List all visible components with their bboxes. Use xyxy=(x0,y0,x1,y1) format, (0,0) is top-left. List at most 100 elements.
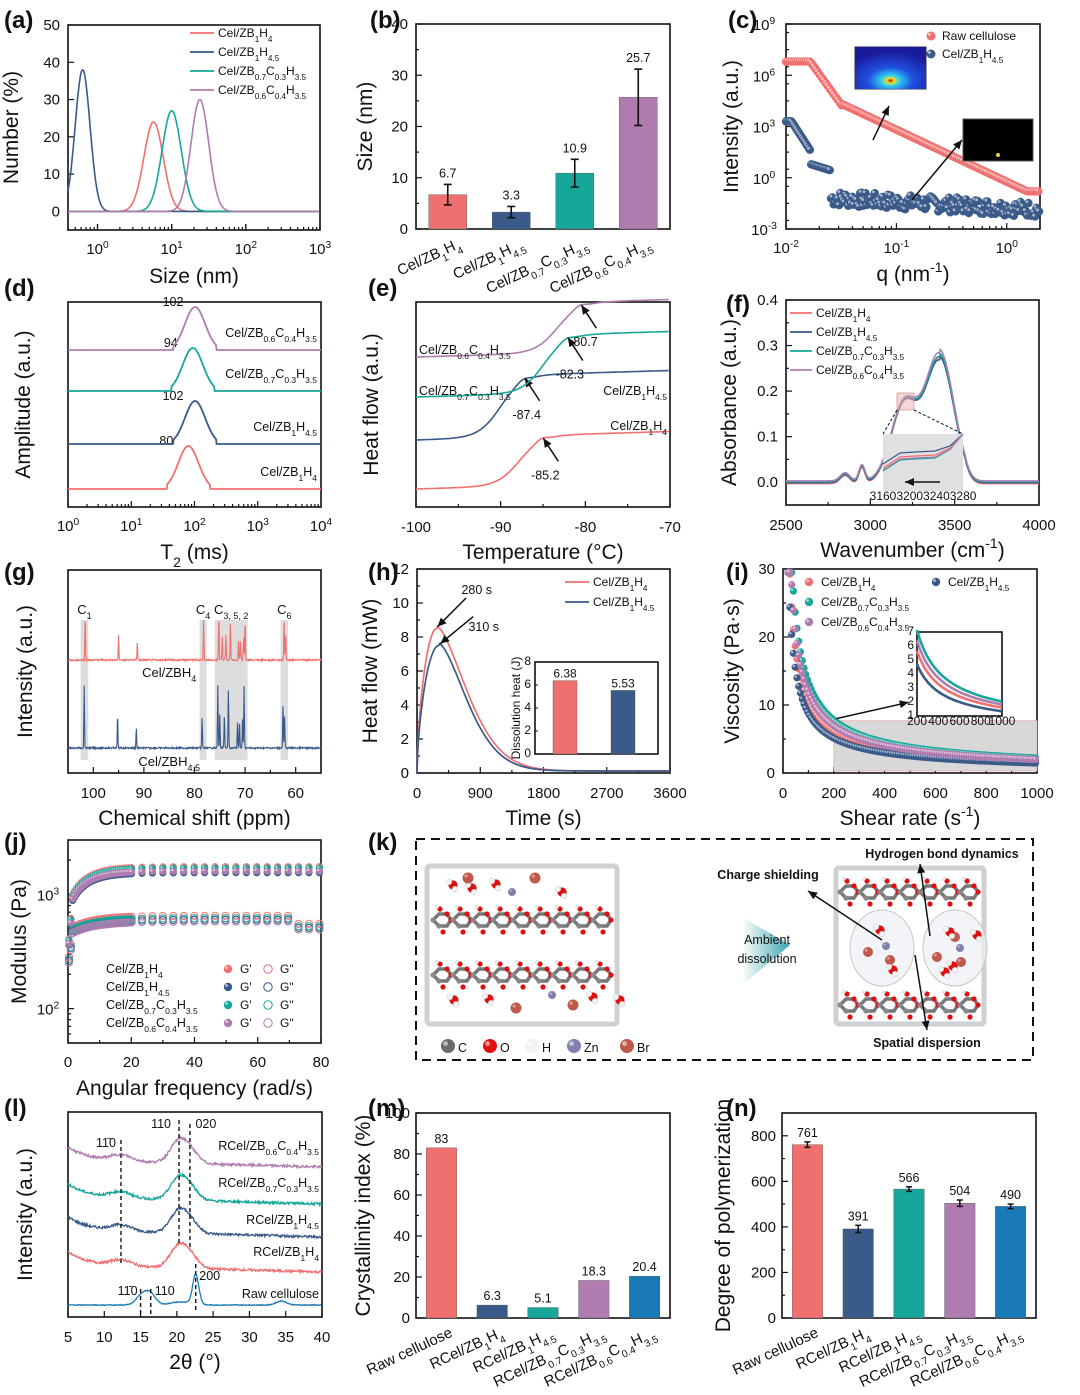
series-line xyxy=(68,98,320,213)
y-axis-title: Degree of polymerization xyxy=(712,1099,735,1332)
dissolution-label: dissolution xyxy=(737,952,796,966)
region-label: C4 xyxy=(196,602,210,621)
loss-modulus-point xyxy=(273,917,282,926)
x-axis-title: Angular frequency (rad/s) xyxy=(76,1077,313,1100)
data-point xyxy=(795,682,803,690)
data-point-cel-zb-shine xyxy=(1025,200,1029,204)
data-point-shine xyxy=(831,723,835,727)
y-axis-title: Crystallinity index (%) xyxy=(352,1115,375,1317)
loss-modulus-point xyxy=(294,919,303,928)
data-point-cel-zb xyxy=(1034,207,1044,216)
bar-value-label: 761 xyxy=(797,1126,818,1140)
legend-label: Raw cellulose xyxy=(942,29,1016,43)
atom xyxy=(963,1008,969,1014)
reflection-label: 11̄0 xyxy=(118,1284,138,1298)
y-tick-label: 106 xyxy=(753,67,776,85)
atom-o xyxy=(847,1014,853,1020)
y-tick-label: 400 xyxy=(751,1219,776,1236)
data-point-cel-zb-shine xyxy=(826,167,830,171)
nmr-spectrum xyxy=(67,620,322,663)
inset-frame xyxy=(916,631,1003,717)
data-point-cel-zb-shine xyxy=(923,204,927,207)
ion-shine xyxy=(886,956,890,960)
atom xyxy=(863,895,869,901)
x-tick-label: 800 xyxy=(974,785,999,802)
data-point-shine xyxy=(792,626,796,630)
atom xyxy=(871,996,877,1002)
inset-x-tick-label: 3160 xyxy=(870,489,897,503)
data-point-cel-zb-shine xyxy=(887,192,891,196)
data-point-shine xyxy=(796,683,799,687)
data-point-shine xyxy=(787,569,790,573)
x-tick-label: 104 xyxy=(310,517,333,535)
atom-h xyxy=(475,960,479,964)
inset-bar-label: 6.38 xyxy=(553,667,577,681)
data-point-shine xyxy=(812,702,815,705)
legend-marker-shine xyxy=(927,32,931,36)
atom-o xyxy=(867,901,873,907)
storage-modulus-point-shine xyxy=(264,865,268,869)
region-label: C3, 5, 2 xyxy=(214,602,248,621)
x-tick-label: 80 xyxy=(186,785,203,802)
atom-legend-marker xyxy=(441,1039,455,1053)
series-line xyxy=(416,330,669,398)
storage-modulus-point xyxy=(211,867,219,875)
storage-modulus-point xyxy=(305,867,313,875)
legend-label: Cel/ZB1H4 xyxy=(816,306,871,324)
data-point-shine xyxy=(799,669,803,673)
atom xyxy=(883,895,889,901)
data-point-cel-zb-shine xyxy=(1032,213,1036,217)
legend-label: Cel/ZB1H4 xyxy=(218,26,273,44)
atom xyxy=(917,889,923,895)
tg-label: -85.2 xyxy=(531,468,560,482)
water-h xyxy=(488,1000,495,1007)
x-tick-label: 60 xyxy=(287,785,304,802)
atom xyxy=(608,917,614,923)
series-line xyxy=(68,347,321,392)
heat-flow-line xyxy=(416,642,670,774)
storage-modulus-point-shine xyxy=(170,865,174,869)
atom xyxy=(450,972,456,978)
inset-bar xyxy=(552,680,578,755)
x-tick-label: 15 xyxy=(132,1329,149,1346)
inset-series-line xyxy=(915,650,1003,709)
y-tick-label: 0 xyxy=(768,1310,776,1327)
atom-o xyxy=(520,929,526,935)
atom-o xyxy=(460,929,466,935)
loss-modulus-point xyxy=(252,914,261,923)
atom-h xyxy=(842,877,846,881)
data-point-raw-cellulose-shine xyxy=(822,80,826,84)
data-point-cel-zb-shine xyxy=(829,194,833,198)
atom xyxy=(484,911,490,917)
loss-modulus-point xyxy=(64,958,74,967)
y-tick-label: 0 xyxy=(52,203,60,220)
atom xyxy=(596,978,602,984)
water-h xyxy=(452,886,459,893)
x-tick-label: 20 xyxy=(123,1054,140,1071)
water-h xyxy=(886,964,893,971)
loss-modulus-point xyxy=(148,917,157,927)
inset-y-tick-label: 0 xyxy=(524,746,531,760)
storage-modulus-point-shine xyxy=(233,865,236,869)
loss-modulus-point xyxy=(294,922,303,931)
atom-o xyxy=(540,984,546,990)
atom-o xyxy=(967,901,973,907)
atom-legend-marker-shine xyxy=(622,1041,627,1047)
atom xyxy=(883,1008,889,1014)
atom-legend-marker xyxy=(525,1039,539,1053)
zoom-guide xyxy=(913,409,964,435)
storage-modulus-point-shine xyxy=(160,868,163,872)
legend-label: Cel/ZB1H4 xyxy=(821,575,876,593)
storage-modulus-point xyxy=(242,867,250,875)
legend-marker xyxy=(931,577,941,587)
storage-modulus-point-shine xyxy=(202,865,205,869)
storage-modulus-point xyxy=(284,867,292,875)
loss-modulus-point xyxy=(221,911,230,920)
data-point-raw-cellulose-shine xyxy=(818,74,822,78)
y-tick-label: 600 xyxy=(751,1173,776,1190)
bar xyxy=(425,1147,457,1319)
x-axis-title: Temperature (°C) xyxy=(462,541,623,564)
data-point-cel-zb-shine xyxy=(944,205,948,209)
arrow-charge-shielding xyxy=(807,890,883,941)
atom-o xyxy=(557,961,563,967)
